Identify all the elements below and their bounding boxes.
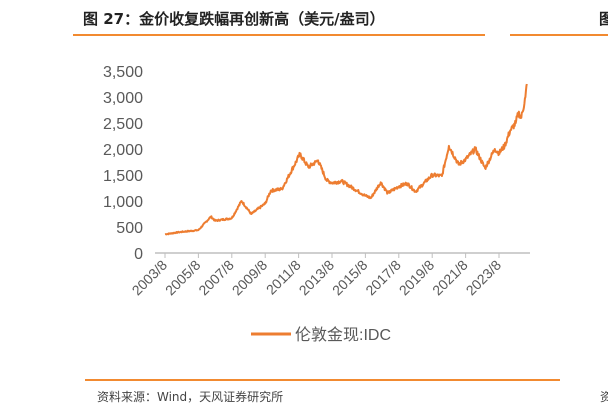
- figure-title: 图 27：金价收复跌幅再创新高（美元/盎司）: [83, 10, 385, 28]
- y-tick-label: 1,500: [103, 168, 143, 185]
- y-tick-label: 500: [116, 220, 143, 237]
- y-tick-label: 2,000: [103, 142, 143, 159]
- x-tick-label: 2005/8: [162, 257, 204, 299]
- title-rule: [73, 34, 485, 36]
- y-tick-label: 3,500: [103, 64, 143, 81]
- legend-label: 伦敦金现:IDC: [295, 326, 391, 344]
- y-tick-label: 1,000: [103, 194, 143, 211]
- next-title-rule: [510, 34, 608, 36]
- x-tick-label: 2019/8: [396, 257, 438, 299]
- y-tick-label: 0: [134, 246, 143, 263]
- x-tick-label: 2011/8: [263, 257, 304, 298]
- x-tick-label: 2009/8: [229, 257, 271, 299]
- x-tick-label: 2013/8: [296, 257, 338, 299]
- series-line-london-gold: [164, 83, 528, 236]
- x-tick-label: 2007/8: [195, 257, 237, 299]
- x-tick-label: 2021/8: [429, 257, 471, 299]
- x-tick-label: 2017/8: [362, 257, 404, 299]
- next-source-note: 资: [600, 390, 608, 404]
- x-tick-label: 2023/8: [463, 257, 505, 299]
- x-tick-label: 2015/8: [329, 257, 371, 299]
- y-tick-label: 3,000: [103, 90, 143, 107]
- source-note: 资料来源：Wind，天风证券研究所: [97, 390, 284, 404]
- footer-rule: [85, 379, 560, 381]
- next-figure-title: 图: [599, 10, 608, 28]
- y-tick-label: 2,500: [103, 116, 143, 133]
